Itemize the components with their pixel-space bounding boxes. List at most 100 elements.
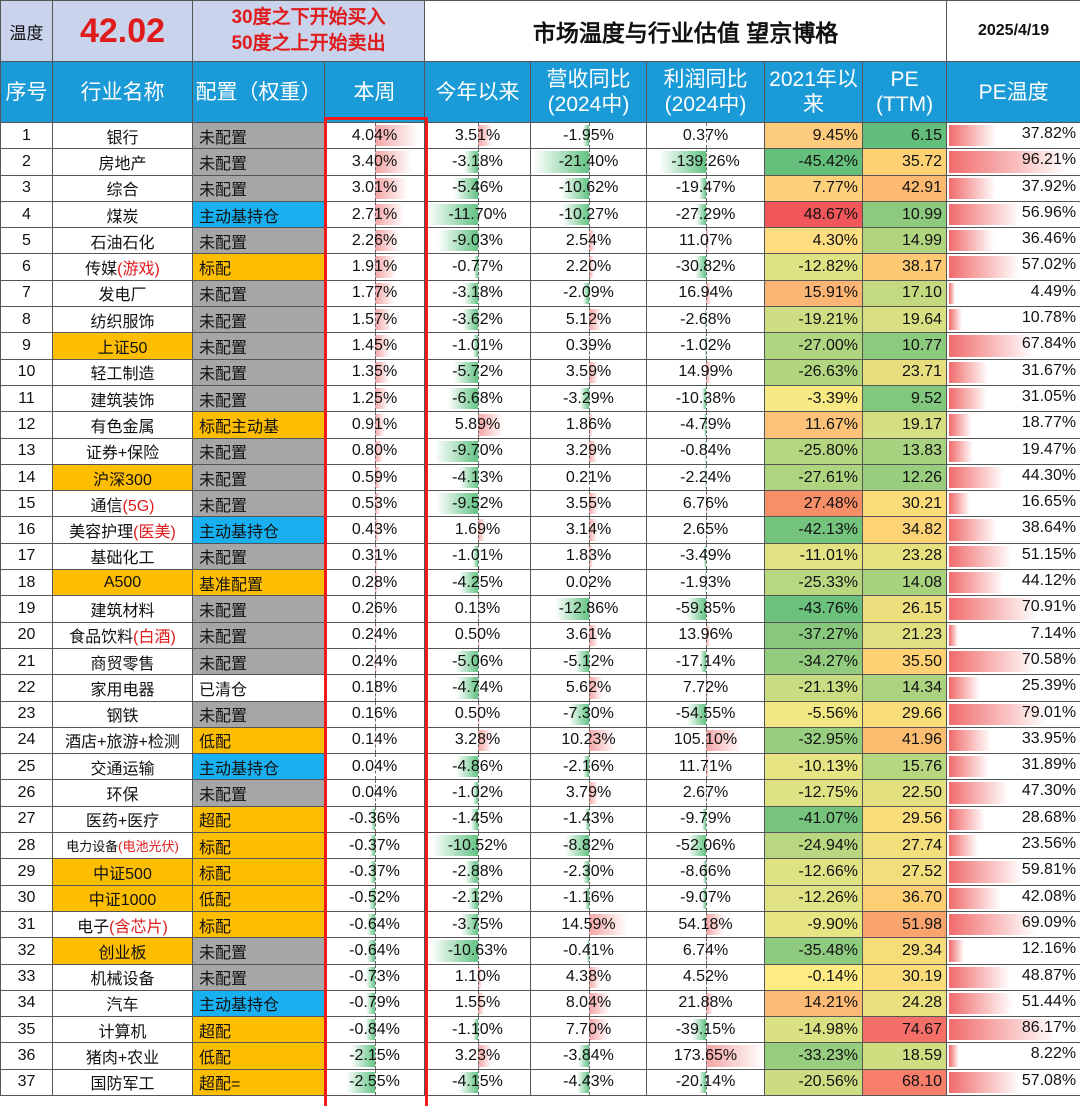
ytd-bar <box>477 414 504 436</box>
pe-ttm-cell: 27.74 <box>862 832 948 860</box>
row-index: 8 <box>0 306 53 334</box>
ytd-axis <box>477 623 479 648</box>
pe-temperature-cell: 16.65% <box>946 490 1080 518</box>
industry-label: 汽车 <box>106 997 139 1015</box>
ytd-cell: 5.89% <box>424 411 532 439</box>
ytd-axis <box>477 702 479 727</box>
pe-ttm-cell: 14.08 <box>862 569 948 597</box>
pe-temperature-bar <box>949 703 1047 725</box>
pe-temperature-value: 23.56% <box>1021 835 1077 853</box>
rev-axis <box>588 228 590 253</box>
pe-ttm-cell: 17.10 <box>862 279 948 308</box>
row-index: 30 <box>0 884 53 912</box>
pe-temperature-bar <box>949 624 958 646</box>
industry-name: 家用电器 <box>52 674 193 702</box>
row-index: 13 <box>0 437 53 465</box>
ytd-value: -11.70% <box>448 205 507 223</box>
ytd-bar <box>477 1045 492 1067</box>
prof-axis <box>705 228 707 253</box>
rev-cell: -3.29% <box>530 384 648 413</box>
industry-label: 轻工制造 <box>90 366 155 384</box>
rev-value: 7.70% <box>565 1020 612 1038</box>
industry-label: 纺织服饰 <box>90 313 155 331</box>
week-value: 0.80% <box>351 442 398 460</box>
week-axis <box>374 281 376 306</box>
prof-axis <box>705 596 707 622</box>
table-row: 33 机械设备 未配置 -0.73% 1.10% 4.38% 4.52% -0.14% 30.1… <box>0 963 1080 991</box>
pe-temperature-value: 96.21% <box>1021 151 1077 169</box>
pe-temperature-cell: 10.78% <box>946 306 1080 334</box>
pe-temperature-cell: 18.77% <box>946 411 1080 439</box>
prof-value: 2.65% <box>682 521 729 539</box>
ytd-bar <box>448 387 478 410</box>
col-revenue-yoy: 营收同比 (2024中) <box>530 61 648 123</box>
ytd-axis <box>477 386 479 411</box>
week-cell: -0.52% <box>323 884 426 912</box>
col-week: 本周 <box>323 61 426 123</box>
week-bar <box>374 545 378 568</box>
ytd-cell: 0.50% <box>424 700 532 728</box>
ytd-value: -2.12% <box>452 889 503 907</box>
pe-temperature-bar <box>949 861 1024 883</box>
table-row: 7 发电厂 未配置 1.77% -3.18% -2.09% 16.94% 15.91% 17.1… <box>0 279 1080 308</box>
ytd-value: -10.63% <box>447 941 508 959</box>
ytd-axis <box>477 307 479 332</box>
prof-cell: -1.93% <box>646 569 766 597</box>
pe-temperature-cell: 48.87% <box>946 963 1080 991</box>
prof-bar <box>705 913 724 936</box>
pe-temperature-cell: 31.05% <box>946 384 1080 413</box>
allocation-cell: 未配置 <box>192 384 325 413</box>
industry-label: 食品饮料 <box>69 629 134 647</box>
industry-name: 中证500 <box>52 858 193 886</box>
pe-temperature-cell: 70.91% <box>946 595 1080 623</box>
week-bar <box>374 387 389 410</box>
pe-ttm-cell: 15.76 <box>862 753 948 781</box>
since-2021-cell: 15.91% <box>764 279 864 308</box>
industry-label: 中证1000 <box>88 892 157 910</box>
ytd-cell: 0.13% <box>424 595 532 623</box>
rev-axis <box>588 412 590 438</box>
ytd-bar <box>468 887 478 909</box>
industry-label: 石油石化 <box>90 234 155 252</box>
industry-label: 电力设备 <box>66 839 119 855</box>
rev-value: 3.61% <box>565 626 612 644</box>
pe-temperature-bar <box>949 309 963 331</box>
industry-label: 国防军工 <box>90 1076 155 1094</box>
industry-name: 石油石化 <box>52 227 193 255</box>
pe-ttm-cell: 30.21 <box>862 490 948 518</box>
ytd-axis <box>477 596 479 622</box>
ytd-bar <box>463 151 478 173</box>
rule-sell: 50度之上开始卖出 <box>231 33 386 54</box>
prof-value: 54.18% <box>678 915 733 933</box>
week-bar <box>346 1071 375 1093</box>
ytd-cell: -2.88% <box>424 858 532 886</box>
pe-temperature-bar <box>949 992 1013 1015</box>
since-2021-cell: -12.75% <box>764 779 864 807</box>
rev-bar <box>576 1071 589 1093</box>
rev-cell: -8.82% <box>530 832 648 860</box>
col-profit-yoy: 利润同比 (2024中) <box>646 61 766 123</box>
rev-axis <box>588 991 590 1016</box>
ytd-bar <box>477 729 492 752</box>
pe-ttm-cell: 36.70 <box>862 884 948 912</box>
week-axis <box>374 412 376 438</box>
week-cell: 0.59% <box>323 463 426 492</box>
prof-axis <box>705 570 707 595</box>
week-axis <box>374 465 376 490</box>
week-cell: 0.28% <box>323 569 426 597</box>
pe-temperature-cell: 38.64% <box>946 516 1080 544</box>
rev-cell: -12.86% <box>530 595 648 623</box>
prof-value: 14.99% <box>678 363 733 381</box>
rev-value: -4.43% <box>563 1073 614 1091</box>
prof-value: -27.29% <box>675 205 736 223</box>
industry-name: 证券+保险 <box>52 437 193 465</box>
week-value: 2.26% <box>351 231 398 249</box>
industry-label: 创业板 <box>98 944 147 962</box>
rev-axis <box>588 596 590 622</box>
pe-temperature-cell: 25.39% <box>946 674 1080 702</box>
ytd-bar <box>453 177 478 199</box>
rev-axis <box>588 1017 590 1042</box>
pe-temperature-cell: 86.17% <box>946 1016 1080 1044</box>
col-allocation: 配置（权重） <box>192 61 325 123</box>
ytd-cell: -10.52% <box>424 832 532 860</box>
